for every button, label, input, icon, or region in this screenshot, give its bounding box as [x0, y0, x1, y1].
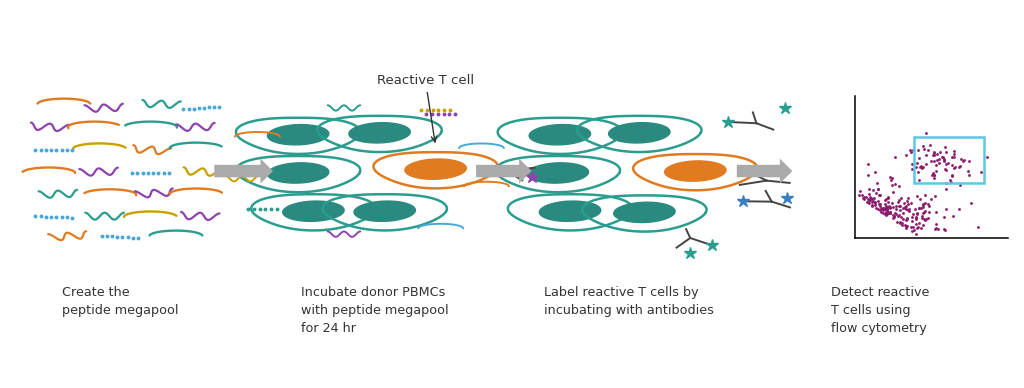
Polygon shape	[404, 159, 466, 179]
Polygon shape	[613, 202, 675, 222]
Bar	[914, 137, 983, 182]
Polygon shape	[665, 161, 726, 181]
Text: Detect reactive
T cells using
flow cytometry: Detect reactive T cells using flow cytom…	[831, 286, 930, 335]
Polygon shape	[527, 163, 589, 183]
Polygon shape	[349, 123, 411, 143]
Polygon shape	[267, 163, 329, 183]
Polygon shape	[283, 201, 344, 221]
Polygon shape	[267, 125, 329, 145]
Polygon shape	[354, 201, 416, 221]
Polygon shape	[608, 123, 670, 143]
Text: Reactive T cell: Reactive T cell	[377, 74, 474, 142]
Polygon shape	[529, 125, 591, 145]
Text: Incubate donor PBMCs
with peptide megapool
for 24 hr: Incubate donor PBMCs with peptide megapo…	[301, 286, 449, 335]
Text: Create the
peptide megapool: Create the peptide megapool	[61, 286, 178, 317]
Polygon shape	[540, 201, 601, 221]
Text: Label reactive T cells by
incubating with antibodies: Label reactive T cells by incubating wit…	[544, 286, 714, 317]
